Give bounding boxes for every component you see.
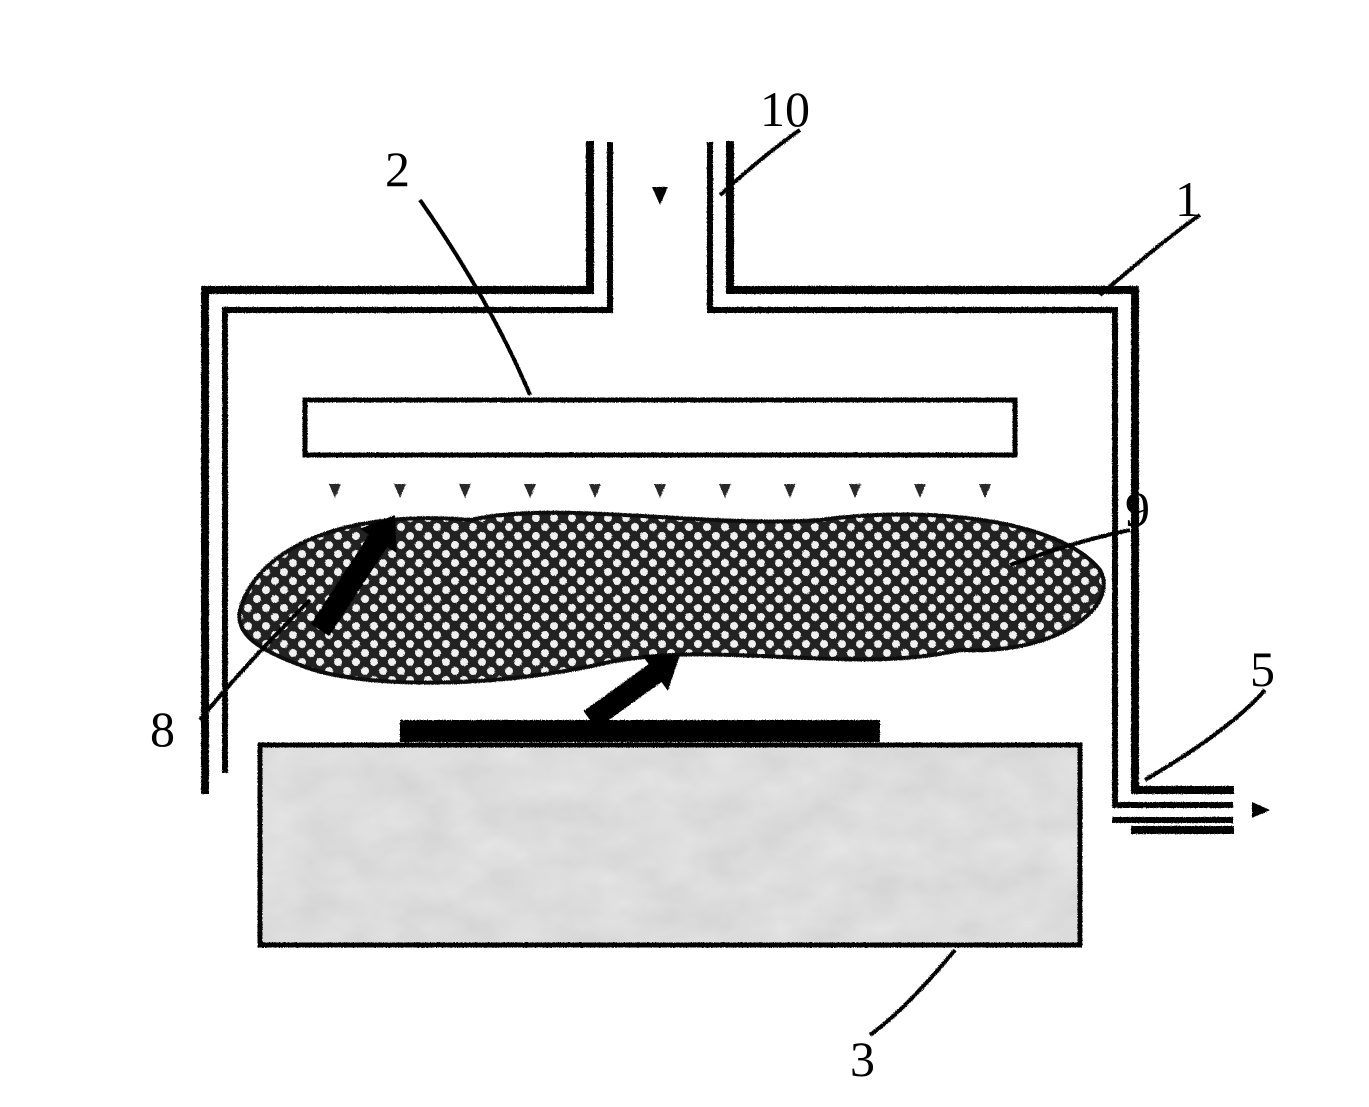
callout-label-1: 1 <box>1175 170 1200 228</box>
showerhead-nozzle-arrows <box>329 458 991 498</box>
callout-label-9: 9 <box>1125 480 1150 538</box>
diagram-svg <box>0 0 1369 1107</box>
showerhead <box>305 290 1015 455</box>
callout-label-8: 8 <box>150 700 175 758</box>
diagram-stage: 2 10 1 9 5 8 3 <box>0 0 1369 1107</box>
callout-label-3: 3 <box>850 1030 875 1088</box>
callout-label-2: 2 <box>385 140 410 198</box>
substrate-wafer <box>400 720 880 742</box>
callout-label-5: 5 <box>1250 640 1275 698</box>
callout-label-10: 10 <box>760 80 810 138</box>
lower-electrode <box>260 745 1080 945</box>
